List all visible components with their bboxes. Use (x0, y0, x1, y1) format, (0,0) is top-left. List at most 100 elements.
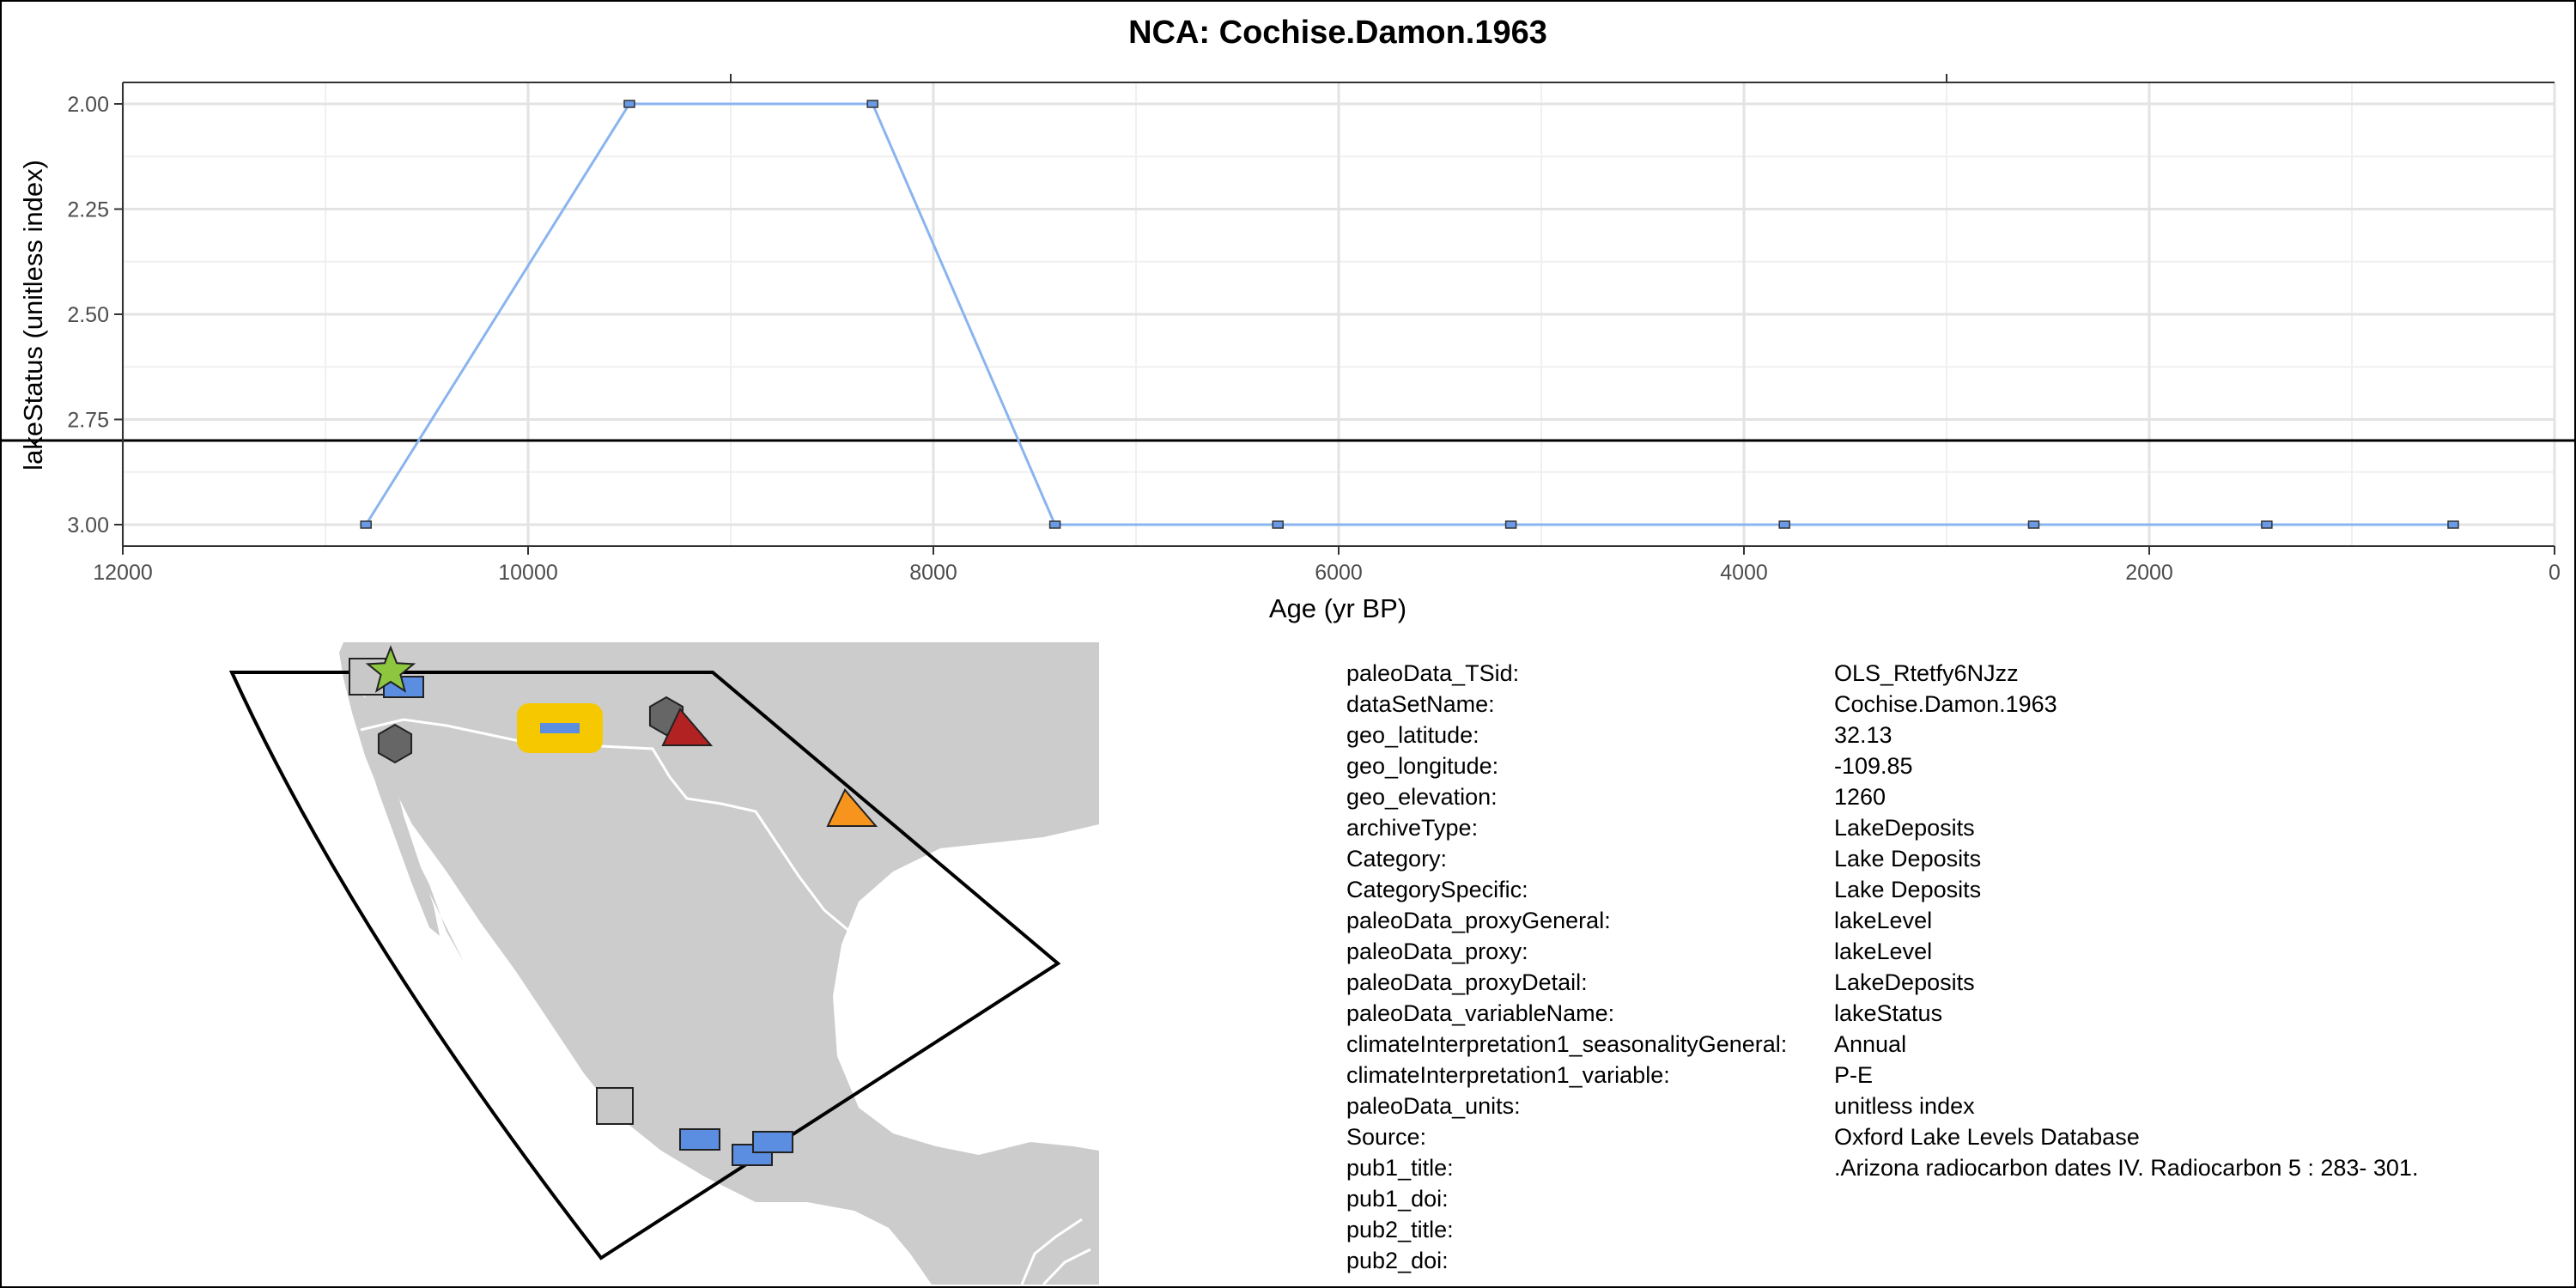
metadata-value: 32.13 (1834, 722, 1893, 748)
caribbean-island (1009, 1172, 1099, 1236)
x-tick-label: 0 (2549, 561, 2561, 585)
metadata-key: geo_elevation: (1346, 784, 1498, 810)
metadata-row: paleoData_proxyDetail: LakeDeposits (1346, 967, 2566, 998)
x-tick-label: 12000 (93, 561, 153, 585)
y-axis-label: lakeStatus (unitless index) (18, 160, 48, 471)
map-marker-rect (732, 1144, 773, 1166)
x-tick-label: 8000 (909, 561, 957, 585)
data-point (623, 100, 635, 108)
metadata-key: pub2_title: (1346, 1217, 1454, 1242)
metadata-key: paleoData_proxy: (1346, 939, 1528, 964)
x-axis-label: Age (yr BP) (1269, 593, 1406, 623)
chart-title: NCA: Cochise.Damon.1963 (1128, 15, 1547, 51)
x-tick-label: 10000 (498, 561, 558, 585)
metadata-row: paleoData_proxy: lakeLevel (1346, 936, 2566, 967)
metadata-value: lakeLevel (1834, 939, 1933, 964)
metadata-row: archiveType: LakeDeposits (1346, 812, 2566, 843)
metadata-key: paleoData_proxyDetail: (1346, 969, 1588, 995)
metadata-value: lakeLevel (1834, 908, 1933, 933)
metadata-row: climateInterpretation1_seasonalityGenera… (1346, 1029, 2566, 1060)
metadata-row: Category: Lake Deposits (1346, 843, 2566, 874)
metadata-row: paleoData_units: unitless index (1346, 1091, 2566, 1121)
map-marker-triangle (661, 708, 714, 746)
metadata-key: paleoData_TSid: (1346, 660, 1520, 686)
metadata-key: archiveType: (1346, 815, 1479, 841)
metadata-value: Lake Deposits (1834, 846, 1982, 872)
metadata-value: LakeDeposits (1834, 815, 1975, 841)
metadata-row: Source: Oxford Lake Levels Database (1346, 1121, 2566, 1152)
metadata-value: -109.85 (1834, 753, 1913, 779)
y-tick-label: 2.75 (67, 409, 109, 433)
data-point (360, 520, 372, 529)
metadata-row: pub1_doi: (1346, 1183, 2566, 1214)
metadata-row: paleoData_variableName: lakeStatus (1346, 998, 2566, 1029)
data-point (1272, 520, 1284, 529)
data-point (2261, 520, 2273, 529)
data-point (866, 100, 878, 108)
central-america-border (1020, 1218, 1091, 1285)
metadata-row: geo_elevation: 1260 (1346, 781, 2566, 812)
metadata-value: lakeStatus (1834, 1000, 1943, 1026)
metadata-key: dataSetName: (1346, 691, 1495, 717)
x-tick-label: 4000 (1720, 561, 1768, 585)
axes: 12000 10000 8000 6000 4000 2000 0 2.00 2.25 2.50 2… (67, 74, 2561, 585)
metadata-value: .Arizona radiocarbon dates IV. Radiocarb… (1834, 1155, 2419, 1181)
region-outline (228, 671, 1061, 1261)
map-marker-star (365, 645, 416, 693)
metadata-key: pub1_title: (1346, 1155, 1454, 1181)
series-line (364, 102, 2453, 526)
grid-lines (121, 82, 2556, 546)
metadata-value: OLS_Rtetfy6NJzz (1834, 660, 2019, 686)
y-tick-label: 2.50 (67, 303, 109, 327)
map-marker-rect (752, 1131, 793, 1153)
metadata-key: paleoData_variableName: (1346, 1000, 1615, 1026)
metadata-key: pub2_doi: (1346, 1248, 1449, 1273)
land-mass (137, 642, 1099, 1285)
metadata-key: Source: (1346, 1124, 1427, 1150)
metadata-row: paleoData_TSid: OLS_Rtetfy6NJzz (1346, 658, 2566, 689)
metadata-value: P-E (1834, 1062, 1874, 1088)
metadata-row: geo_longitude: -109.85 (1346, 750, 2566, 781)
map-marker-rect (679, 1128, 720, 1151)
metadata-key: CategorySpecific: (1346, 877, 1528, 902)
metadata-value: Lake Deposits (1834, 877, 1982, 902)
metadata-value: Annual (1834, 1031, 1907, 1057)
metadata-value: 1260 (1834, 784, 1886, 810)
metadata-key: geo_latitude: (1346, 722, 1479, 748)
y-tick-label: 2.25 (67, 198, 109, 222)
metadata-row: paleoData_proxyGeneral: lakeLevel (1346, 905, 2566, 936)
site-map (137, 642, 1099, 1285)
metadata-value: LakeDeposits (1834, 969, 1975, 995)
metadata-key: climateInterpretation1_variable: (1346, 1062, 1670, 1088)
map-marker-square (596, 1087, 634, 1125)
x-tick-label: 2000 (2125, 561, 2173, 585)
data-point (1504, 520, 1517, 529)
data-point (1778, 520, 1790, 529)
metadata-key: Category: (1346, 846, 1448, 872)
map-marker-layer (349, 645, 878, 1166)
metadata-key: geo_longitude: (1346, 753, 1499, 779)
data-point (1048, 520, 1061, 529)
metadata-key: climateInterpretation1_seasonalityGenera… (1346, 1031, 1788, 1057)
metadata-key: pub1_doi: (1346, 1186, 1449, 1212)
x-tick-label: 6000 (1315, 561, 1363, 585)
us-mexico-border (360, 718, 851, 933)
metadata-row: dataSetName: Cochise.Damon.1963 (1346, 689, 2566, 720)
metadata-key: paleoData_units: (1346, 1093, 1521, 1119)
time-series-chart: NCA: Cochise.Damon.1963 12000 10000 8000 60… (0, 15, 2576, 623)
data-point (2447, 520, 2459, 529)
metadata-value: Oxford Lake Levels Database (1834, 1124, 2140, 1150)
baja-peninsula (356, 687, 440, 936)
series-layer (360, 100, 2459, 529)
metadata-row: pub1_title: .Arizona radiocarbon dates IV… (1346, 1152, 2566, 1183)
metadata-key: paleoData_proxyGeneral: (1346, 908, 1611, 933)
metadata-row: geo_latitude: 32.13 (1346, 720, 2566, 750)
y-tick-label: 3.00 (67, 513, 109, 538)
metadata-row: pub2_title: (1346, 1214, 2566, 1245)
metadata-value: Cochise.Damon.1963 (1834, 691, 2057, 717)
metadata-table: paleoData_TSid: OLS_Rtetfy6NJzz dataSetNam… (1346, 658, 2566, 1276)
map-marker-hexagon (377, 723, 413, 764)
metadata-row: pub2_doi: (1346, 1245, 2566, 1276)
y-tick-label: 2.00 (67, 93, 109, 117)
